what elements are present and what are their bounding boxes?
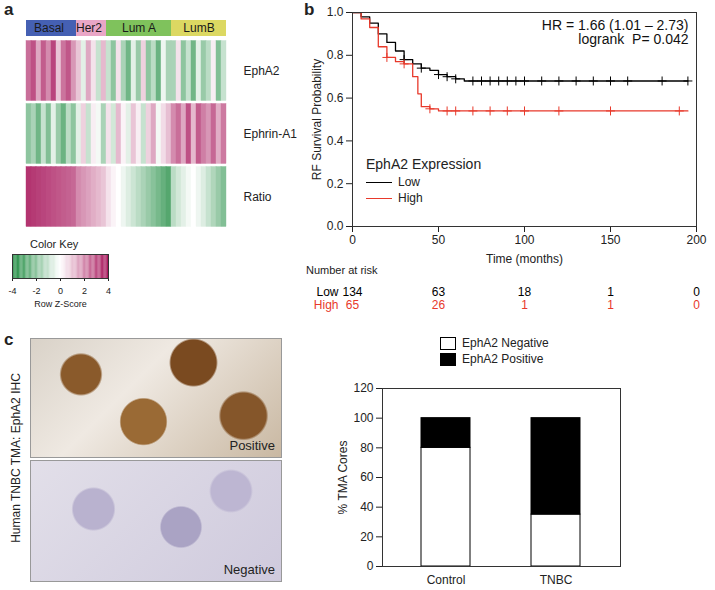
html-text:EphA2 Negative: EphA2 Negative (462, 336, 549, 350)
svg-text:High: High (314, 298, 339, 312)
html-text:High: High (398, 191, 423, 205)
svg-text:0.2: 0.2 (327, 177, 344, 191)
svg-text:1.0: 1.0 (327, 5, 344, 19)
svg-text:200: 200 (686, 233, 706, 247)
html-text:EphA2 Positive: EphA2 Positive (462, 352, 544, 366)
svg-text:0: 0 (367, 559, 374, 573)
svg-text:0: 0 (58, 286, 63, 296)
html-text:Low: Low (398, 175, 420, 189)
svg-text:Low: Low (316, 285, 338, 299)
svg-text:60: 60 (360, 470, 374, 484)
svg-text:Time (months): Time (months) (486, 252, 563, 266)
svg-text:1: 1 (521, 298, 528, 312)
html-text:Positive: Positive (229, 438, 275, 453)
svg-text:HR = 1.66 (1.01 – 2.73)logrank: HR = 1.66 (1.01 – 2.73)logrank P= 0.042 (542, 17, 689, 47)
html-text:b: b (304, 0, 315, 19)
html-text:Number at risk: Number at risk (306, 264, 378, 276)
svg-text:1: 1 (607, 285, 614, 299)
html-text:Color Key: Color Key (30, 238, 79, 250)
svg-text:0.0: 0.0 (327, 219, 344, 233)
svg-text:Control: Control (427, 573, 466, 587)
svg-text:0: 0 (693, 285, 700, 299)
svg-text:Lum A: Lum A (122, 21, 156, 35)
html-text:Negative: Negative (223, 562, 275, 577)
svg-text:18: 18 (518, 285, 532, 299)
svg-text:LumB: LumB (183, 21, 214, 35)
svg-text:0.6: 0.6 (327, 91, 344, 105)
svg-text:40: 40 (360, 500, 374, 514)
svg-text:26: 26 (432, 298, 446, 312)
svg-text:100: 100 (353, 411, 373, 425)
svg-text:120: 120 (353, 381, 373, 395)
svg-text:Her2: Her2 (76, 21, 102, 35)
svg-text:80: 80 (360, 441, 374, 455)
svg-text:1: 1 (607, 298, 614, 312)
html-text:EphA2 Expression: EphA2 Expression (366, 156, 482, 172)
svg-text:20: 20 (360, 530, 374, 544)
svg-text:100: 100 (514, 233, 534, 247)
svg-text:134: 134 (342, 285, 362, 299)
svg-text:2: 2 (82, 286, 87, 296)
svg-text:Ratio: Ratio (244, 190, 272, 204)
svg-text:65: 65 (346, 298, 360, 312)
svg-text:0: 0 (349, 233, 356, 247)
html-text:a: a (4, 0, 14, 19)
svg-text:0.4: 0.4 (327, 134, 344, 148)
svg-text:-2: -2 (32, 286, 40, 296)
svg-text:63: 63 (432, 285, 446, 299)
svg-text:RF Survival Probability: RF Survival Probability (310, 59, 324, 180)
svg-text:Basal: Basal (34, 21, 64, 35)
svg-text:EphA2: EphA2 (244, 64, 280, 78)
html-text:Human TNBC TMA: EphA2 IHC: Human TNBC TMA: EphA2 IHC (9, 373, 23, 543)
svg-text:4: 4 (106, 286, 111, 296)
html-text:c: c (4, 330, 14, 349)
svg-text:Ephrin-A1: Ephrin-A1 (244, 127, 298, 141)
svg-text:50: 50 (432, 233, 446, 247)
svg-text:TNBC: TNBC (540, 573, 573, 587)
svg-text:% TMA Cores: % TMA Cores (336, 441, 350, 515)
svg-text:-4: -4 (8, 286, 16, 296)
svg-text:150: 150 (600, 233, 620, 247)
svg-text:0: 0 (693, 298, 700, 312)
svg-text:Row Z-Score: Row Z-Score (34, 299, 87, 309)
svg-text:0.8: 0.8 (327, 48, 344, 62)
